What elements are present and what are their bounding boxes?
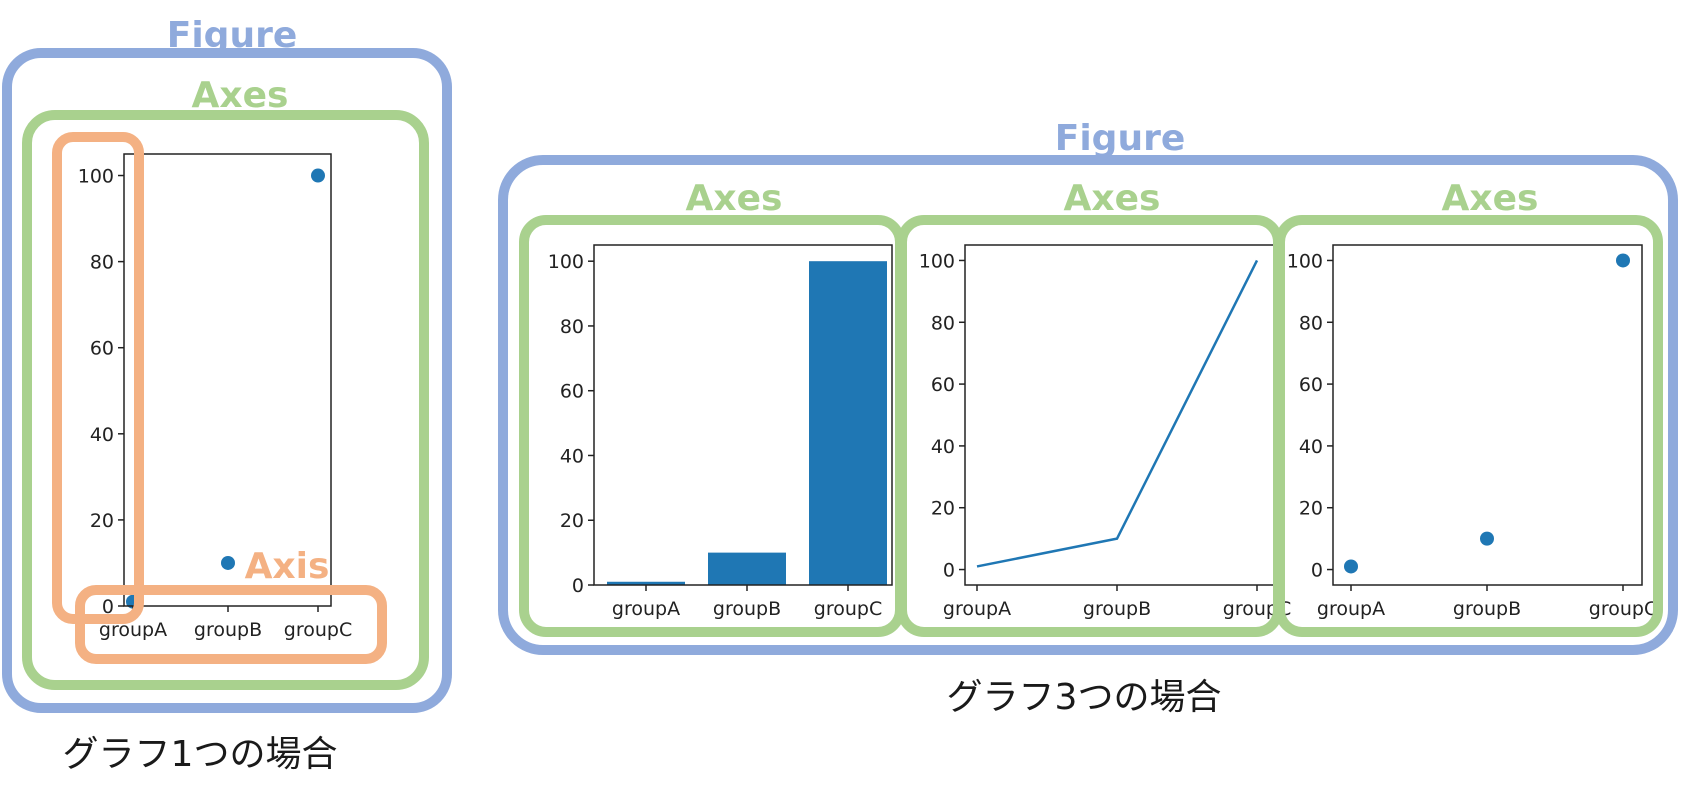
axes-label: Axes — [192, 75, 289, 116]
bar-chart: 0 20 40 60 80 100 groupA groupB groupC — [548, 244, 893, 620]
y-tick-label: 80 — [931, 312, 955, 334]
figure-frame — [2, 48, 452, 713]
data-point — [221, 555, 235, 570]
figure-label: Figure — [167, 15, 298, 56]
y-tick-label: 60 — [931, 374, 955, 396]
bar — [708, 552, 786, 585]
x-tick-label: groupB — [194, 619, 262, 641]
axes-label-2: Axes — [1064, 178, 1161, 219]
y-tick-label: 100 — [919, 250, 955, 272]
axes-label-3: Axes — [1442, 178, 1539, 219]
scatter-chart: 0 20 40 60 80 100 groupA groupB groupC — [1287, 244, 1657, 620]
x-tick-label: groupA — [1317, 598, 1385, 620]
y-tick-label: 20 — [90, 510, 114, 532]
data-point — [1616, 253, 1630, 268]
y-tick-label: 0 — [943, 560, 955, 582]
y-tick-label: 80 — [560, 316, 584, 338]
y-tick-label: 20 — [931, 498, 955, 520]
y-tick-label: 40 — [560, 445, 584, 467]
bar — [809, 261, 887, 585]
x-tick-label: groupC — [1589, 598, 1657, 620]
y-tick-label: 80 — [1299, 312, 1323, 334]
y-tick-label: 60 — [90, 338, 114, 360]
x-tick-label: groupB — [1083, 598, 1151, 620]
axes-frame-3 — [1275, 215, 1663, 637]
series-line — [976, 259, 1259, 568]
single-scatter-chart: 0 20 40 60 80 100 groupA groupB groupC — [78, 153, 352, 641]
figure-label: Figure — [1055, 118, 1186, 159]
x-tick-label: groupA — [99, 619, 167, 641]
x-axis-frame — [75, 585, 387, 664]
plot-frame — [123, 153, 332, 607]
left-diagram: 0 20 40 60 80 100 groupA groupB groupC Figure Ax… — [2, 15, 452, 775]
axis-label: Axis — [245, 546, 330, 587]
figure-frame — [498, 155, 1678, 655]
axes-frame-2 — [897, 215, 1283, 637]
bar — [607, 581, 685, 585]
y-tick-label: 60 — [1299, 374, 1323, 396]
plot-frame — [593, 244, 893, 586]
y-tick-label: 0 — [102, 596, 114, 618]
y-tick-label: 80 — [90, 252, 114, 274]
y-tick-label: 20 — [1299, 498, 1323, 520]
y-tick-label: 0 — [1311, 560, 1323, 582]
y-tick-label: 60 — [560, 381, 584, 403]
y-axis-frame — [52, 132, 144, 624]
x-tick-label: groupB — [713, 598, 781, 620]
y-tick-label: 100 — [78, 166, 114, 188]
x-tick-label: groupC — [814, 598, 882, 620]
left-caption: グラフ1つの場合 — [63, 734, 338, 775]
y-tick-label: 20 — [560, 510, 584, 532]
y-tick-label: 40 — [931, 436, 955, 458]
x-tick-label: groupA — [943, 598, 1011, 620]
x-tick-label: groupC — [284, 619, 352, 641]
right-caption: グラフ3つの場合 — [947, 677, 1222, 718]
y-tick-label: 40 — [90, 424, 114, 446]
y-tick-label: 100 — [548, 251, 584, 273]
data-point — [1480, 531, 1494, 546]
axes-label-1: Axes — [686, 178, 783, 219]
data-point — [311, 168, 325, 183]
y-tick-label: 0 — [572, 575, 584, 597]
x-tick-label: groupB — [1453, 598, 1521, 620]
y-tick-label: 40 — [1299, 436, 1323, 458]
axes-frame — [22, 110, 429, 690]
right-diagram: 0 20 40 60 80 100 groupA groupB groupC 0 20 40 60 80… — [498, 118, 1678, 718]
y-tick-label: 100 — [1287, 250, 1323, 272]
x-tick-label: groupA — [612, 598, 680, 620]
data-point — [1344, 559, 1358, 574]
